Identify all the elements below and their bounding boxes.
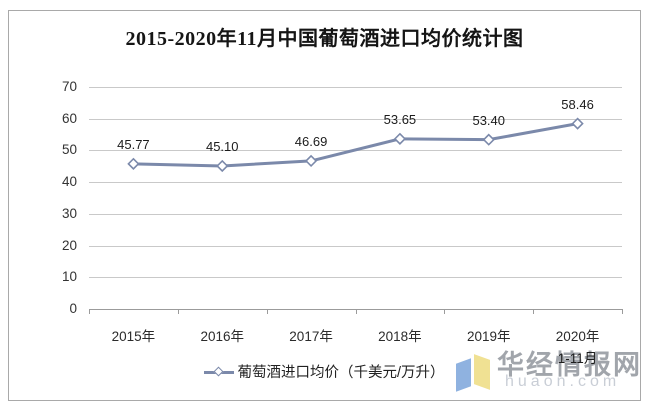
y-axis-tick-label: 0 [69, 301, 77, 316]
y-axis-tick-label: 40 [61, 174, 77, 190]
data-point-label: 58.46 [561, 96, 594, 112]
data-point-label: 53.40 [472, 112, 506, 128]
watermark: 华经情报网 huaon.com [453, 337, 643, 399]
x-axis-label: 2020年 [555, 329, 600, 344]
data-point-marker [304, 154, 318, 168]
data-point-marker [571, 117, 584, 130]
gridline [89, 277, 622, 279]
data-point-marker [393, 132, 407, 145]
x-axis-tick [355, 309, 357, 314]
x-axis-tick [177, 309, 179, 314]
y-axis-tick-label: 60 [61, 110, 77, 126]
chart-frame: 2015-2020年11月中国葡萄酒进口均价统计图 0 10 20 30 40 50 60 7… [8, 10, 641, 401]
x-axis-label: 2019年 [466, 329, 511, 344]
x-axis-label: 2015年 [111, 329, 156, 344]
series-line [127, 117, 584, 173]
x-axis-label: 2017年 [289, 329, 333, 344]
data-point-marker [482, 133, 495, 146]
x-axis-tick [266, 309, 268, 314]
x-axis-label: 2018年 [378, 329, 422, 344]
y-axis-tick-label: 30 [61, 205, 77, 221]
x-axis-tick [533, 309, 535, 314]
gridline [89, 87, 622, 88]
x-axis-label: 2016年 [200, 329, 245, 344]
gridline [89, 118, 622, 120]
y-axis-tick-label: 50 [61, 142, 77, 158]
x-axis-tick [622, 309, 623, 314]
data-point-label: 45.10 [205, 138, 239, 154]
data-point-marker [216, 159, 229, 173]
watermark-site-name: 华经情报网 [497, 350, 642, 380]
gridline [89, 182, 622, 184]
y-axis-tick-label: 20 [61, 237, 77, 253]
data-point-label: 45.77 [117, 136, 150, 152]
watermark-site-url: huaon.com [505, 373, 621, 390]
y-axis-tick-label: 10 [61, 269, 77, 285]
gridline [89, 213, 622, 215]
legend-line-diamond-icon [204, 366, 235, 377]
data-point-label: 46.69 [294, 133, 328, 149]
legend-label: 葡萄酒进口均价（千美元/万升） [237, 365, 445, 381]
chart-title: 2015-2020年11月中国葡萄酒进口均价统计图 [125, 28, 524, 50]
data-point-label: 53.65 [383, 111, 417, 127]
data-point-marker [127, 157, 140, 170]
gridline [89, 245, 622, 247]
y-axis-tick-label: 70 [61, 79, 77, 94]
x-axis-tick [444, 309, 446, 314]
legend: 葡萄酒进口均价（千美元/万升） [9, 361, 640, 382]
x-axis-tick [89, 309, 90, 314]
x-axis-sublabel: 1-11月 [557, 351, 598, 366]
